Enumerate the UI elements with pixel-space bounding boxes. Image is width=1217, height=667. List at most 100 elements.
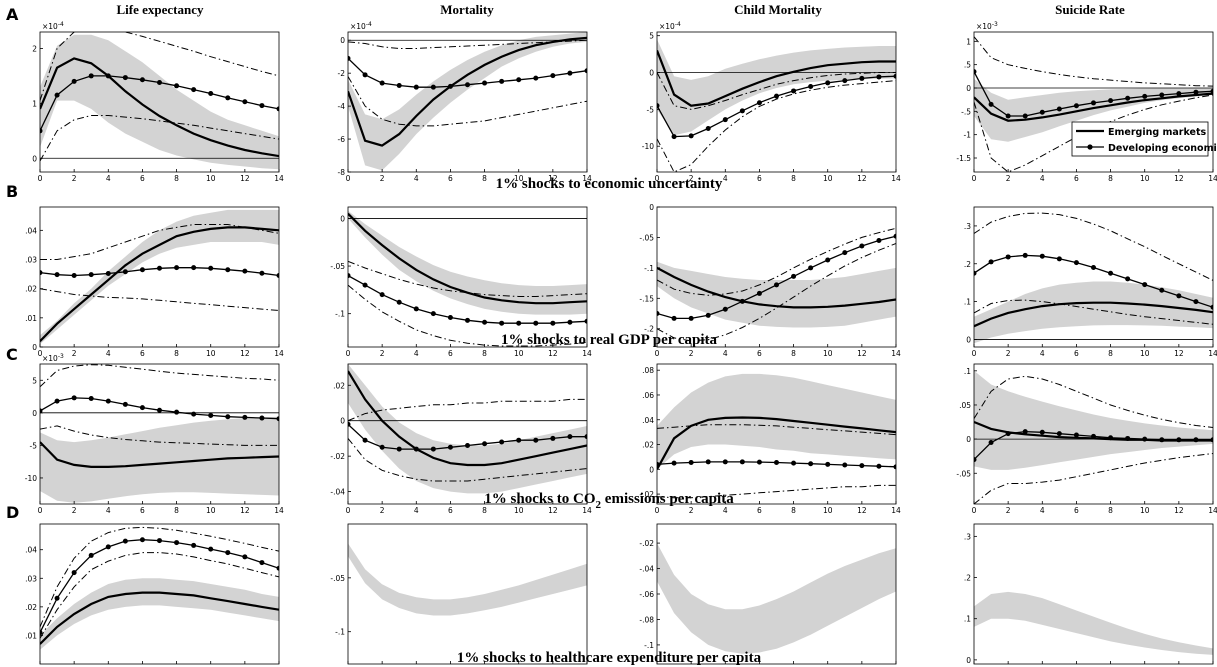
data-point: [242, 554, 248, 560]
x-tick-label: 10: [514, 174, 524, 183]
confidence-bound: [657, 484, 896, 499]
data-point: [842, 78, 848, 84]
data-point: [756, 100, 762, 106]
confidence-bound: [657, 424, 896, 436]
x-tick-label: 0: [972, 506, 977, 515]
data-point: [1210, 88, 1213, 94]
x-tick-label: 14: [1208, 174, 1217, 183]
data-point: [174, 265, 180, 271]
confidence-bound: [40, 526, 279, 628]
x-tick-label: 6: [1074, 349, 1079, 358]
x-tick-label: 14: [582, 349, 592, 358]
data-point: [362, 437, 368, 443]
data-point: [139, 405, 145, 411]
axes-frame: [656, 31, 897, 173]
data-point: [174, 409, 180, 415]
data-point: [499, 439, 505, 445]
y-tick-label: 2: [32, 44, 37, 53]
y-tick-label: 0: [340, 36, 345, 45]
y-tick-label: -.04: [639, 565, 654, 574]
row-letter-d: D: [6, 503, 19, 522]
data-point: [276, 106, 279, 112]
data-point: [208, 265, 214, 271]
data-point: [1108, 98, 1114, 104]
data-point: [1022, 113, 1028, 119]
axes-frame: [39, 31, 280, 173]
data-point: [1176, 437, 1182, 443]
y-tick-label: .5: [964, 61, 971, 70]
x-tick-label: 8: [1108, 506, 1113, 515]
x-tick-label: 10: [823, 174, 833, 183]
y-tick-label: 5: [32, 376, 37, 385]
series-emerging-markets: [348, 370, 587, 467]
x-tick-label: 4: [723, 506, 728, 515]
data-point: [705, 126, 711, 132]
panel-2-0: 0 2 4 6 8 10 12 14 -10 -5 0 5 ×10-3: [25, 353, 284, 515]
data-point: [465, 443, 470, 449]
y-tick-label: 0: [966, 84, 971, 93]
confidence-bound: [348, 76, 587, 127]
x-tick-label: 0: [38, 349, 43, 358]
data-point: [413, 306, 419, 312]
data-point: [671, 460, 677, 466]
data-point: [516, 77, 522, 83]
x-tick-label: 2: [689, 349, 694, 358]
panel-2-3: 0 2 4 6 8 10 12 14 -.05 0 .05 .1: [956, 363, 1217, 515]
axis-exponent: ×10-3: [42, 353, 64, 363]
panel-1-3: 0 2 4 6 8 10 12 14 0 .1 .2 .3: [964, 206, 1217, 358]
axes-frame: [973, 363, 1214, 505]
x-tick-label: 14: [582, 174, 592, 183]
data-point: [54, 272, 60, 278]
x-tick-label: 8: [482, 349, 487, 358]
data-point: [533, 437, 539, 443]
y-tick-label: -10: [642, 142, 654, 151]
data-point: [482, 80, 488, 86]
data-point: [774, 93, 779, 99]
data-point: [259, 415, 265, 421]
axes-frame: [347, 31, 588, 173]
data-point: [825, 80, 831, 86]
data-point: [1193, 89, 1199, 95]
y-tick-label: .03: [25, 574, 37, 583]
confidence-band: [348, 210, 587, 315]
x-tick-label: 12: [857, 349, 867, 358]
x-tick-label: 6: [1074, 174, 1079, 183]
data-point: [1176, 293, 1182, 299]
data-point: [482, 319, 488, 325]
x-tick-label: 6: [757, 349, 762, 358]
data-point: [413, 446, 419, 452]
y-tick-label: -.06: [639, 590, 654, 599]
confidence-bound: [40, 32, 279, 101]
data-point: [756, 459, 762, 465]
data-point: [988, 440, 994, 446]
data-point: [876, 463, 882, 469]
x-tick-label: 6: [448, 174, 453, 183]
x-tick-label: 0: [38, 506, 43, 515]
y-tick-label: -1: [964, 131, 972, 140]
confidence-band: [348, 364, 587, 494]
plot-area: [657, 373, 896, 499]
data-point: [859, 243, 865, 249]
x-tick-label: 4: [414, 506, 419, 515]
legend: Emerging markets Developing economies: [1071, 121, 1217, 157]
x-tick-label: 4: [106, 349, 111, 358]
data-point: [1022, 252, 1028, 258]
axes-frame: [347, 363, 588, 505]
data-point: [447, 314, 453, 320]
y-tick-label: .08: [642, 366, 654, 375]
series-emerging-markets: [40, 57, 279, 158]
data-point: [567, 70, 573, 76]
data-point: [739, 459, 745, 465]
data-point: [791, 88, 797, 94]
y-tick-label: -.15: [639, 294, 654, 303]
x-tick-label: 12: [857, 174, 867, 183]
row-letter-a: A: [6, 5, 19, 24]
confidence-bound: [40, 288, 279, 311]
data-point: [396, 446, 402, 452]
data-point: [1039, 429, 1045, 435]
y-tick-label: -.05: [330, 574, 345, 583]
data-point: [988, 259, 994, 265]
confidence-bound: [974, 375, 1213, 428]
y-tick-label: -.1: [644, 641, 654, 650]
